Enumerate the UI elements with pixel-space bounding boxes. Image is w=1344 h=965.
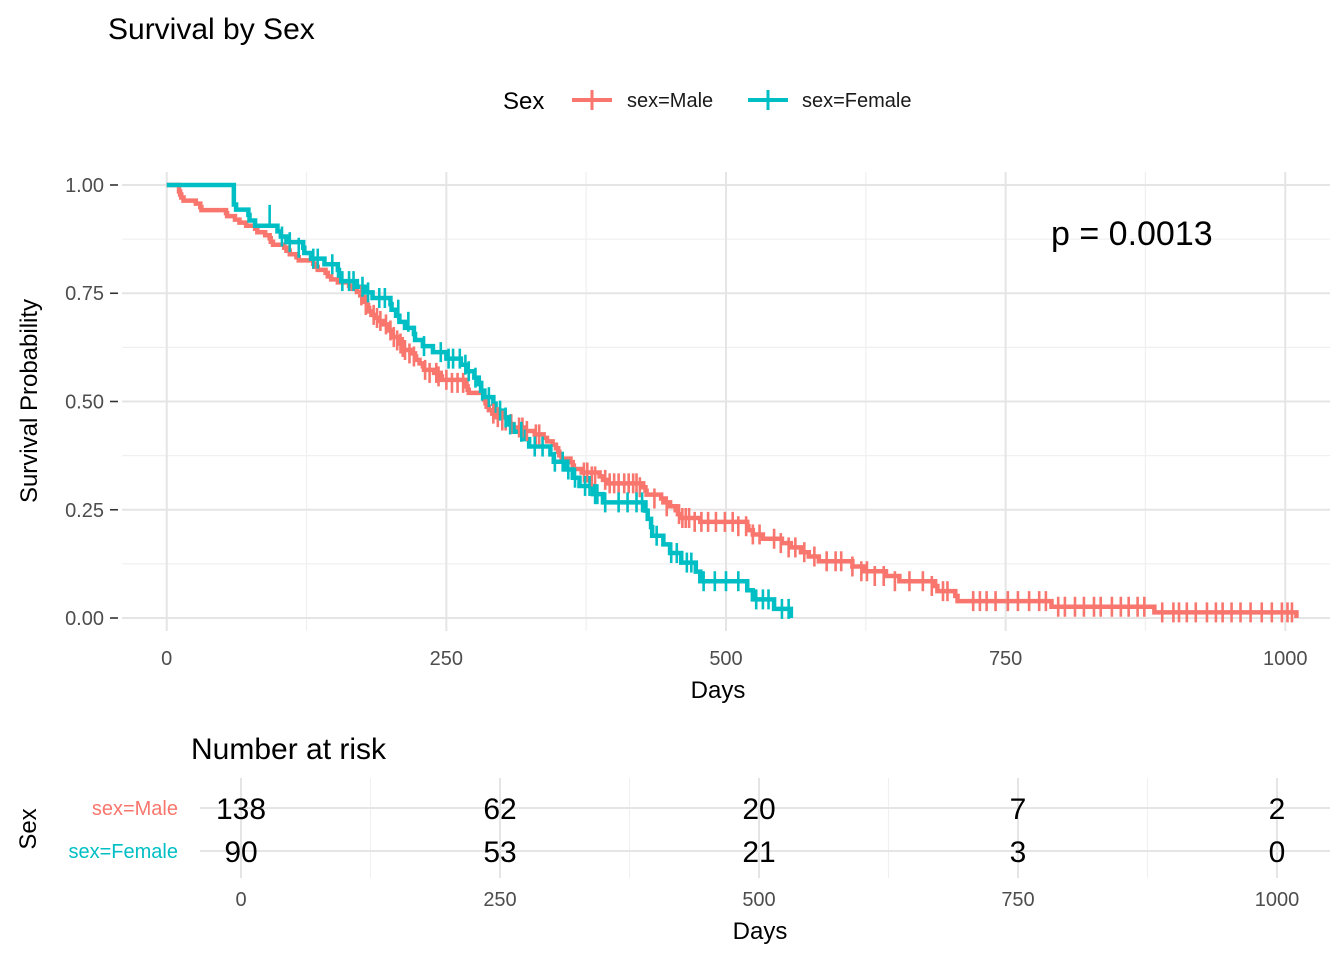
censor-marks — [268, 204, 1294, 623]
legend-item-male: sex=Male — [572, 90, 713, 112]
risk-count: 21 — [742, 836, 775, 869]
main-grid — [122, 172, 1330, 631]
y-tick-label: 0.25 — [65, 500, 104, 522]
risk-count: 62 — [483, 793, 516, 826]
y-axis: 0.00 0.25 0.50 0.75 1.00 — [65, 175, 118, 630]
risk-x-tick-label: 0 — [235, 889, 246, 911]
y-tick-label: 0.00 — [65, 608, 104, 630]
y-tick-label: 0.50 — [65, 392, 104, 414]
x-axis: 0 250 500 750 1000 — [161, 648, 1307, 670]
risk-x-tick-label: 750 — [1001, 889, 1034, 911]
y-axis-title: Survival Probability — [16, 299, 43, 503]
p-value-label: p = 0.0013 — [1051, 215, 1213, 253]
risk-x-tick-label: 500 — [742, 889, 775, 911]
x-tick-label: 1000 — [1263, 648, 1308, 670]
risk-count: 0 — [1269, 836, 1286, 869]
risk-count: 138 — [216, 793, 266, 826]
x-tick-label: 250 — [430, 648, 463, 670]
risk-table-x-axis-title: Days — [733, 918, 788, 945]
risk-x-tick-label: 1000 — [1255, 889, 1300, 911]
risk-x-tick-label: 250 — [483, 889, 516, 911]
risk-count: 90 — [224, 836, 257, 869]
risk-row-label-female: sex=Female — [69, 841, 179, 863]
risk-row-label-male: sex=Male — [92, 798, 178, 820]
risk-table-x-axis: 0 250 500 750 1000 — [235, 889, 1299, 911]
y-tick-label: 1.00 — [65, 175, 104, 197]
risk-count: 3 — [1010, 836, 1027, 869]
x-axis-title: Days — [691, 677, 746, 704]
risk-count: 20 — [742, 793, 775, 826]
y-tick-label: 0.75 — [65, 283, 104, 305]
risk-count: 53 — [483, 836, 516, 869]
chart-title: Survival by Sex — [108, 13, 315, 46]
risk-count: 7 — [1010, 793, 1027, 826]
risk-table-y-axis-title: Sex — [15, 808, 42, 849]
risk-table-row-labels: sex=Male sex=Female — [69, 798, 179, 863]
risk-table-grid — [200, 778, 1330, 878]
legend-item-female: sex=Female — [748, 90, 912, 112]
risk-table-values: 138 62 20 7 2 90 53 21 3 0 — [216, 793, 1285, 869]
x-tick-label: 750 — [989, 648, 1022, 670]
x-tick-label: 500 — [709, 648, 742, 670]
x-tick-label: 0 — [161, 648, 172, 670]
legend-label-male: sex=Male — [627, 90, 713, 112]
legend-label-female: sex=Female — [802, 90, 912, 112]
risk-count: 2 — [1269, 793, 1286, 826]
risk-table-title: Number at risk — [191, 733, 387, 766]
legend-title: Sex — [503, 88, 544, 115]
legend: Sex sex=Male sex=Female — [503, 88, 912, 115]
